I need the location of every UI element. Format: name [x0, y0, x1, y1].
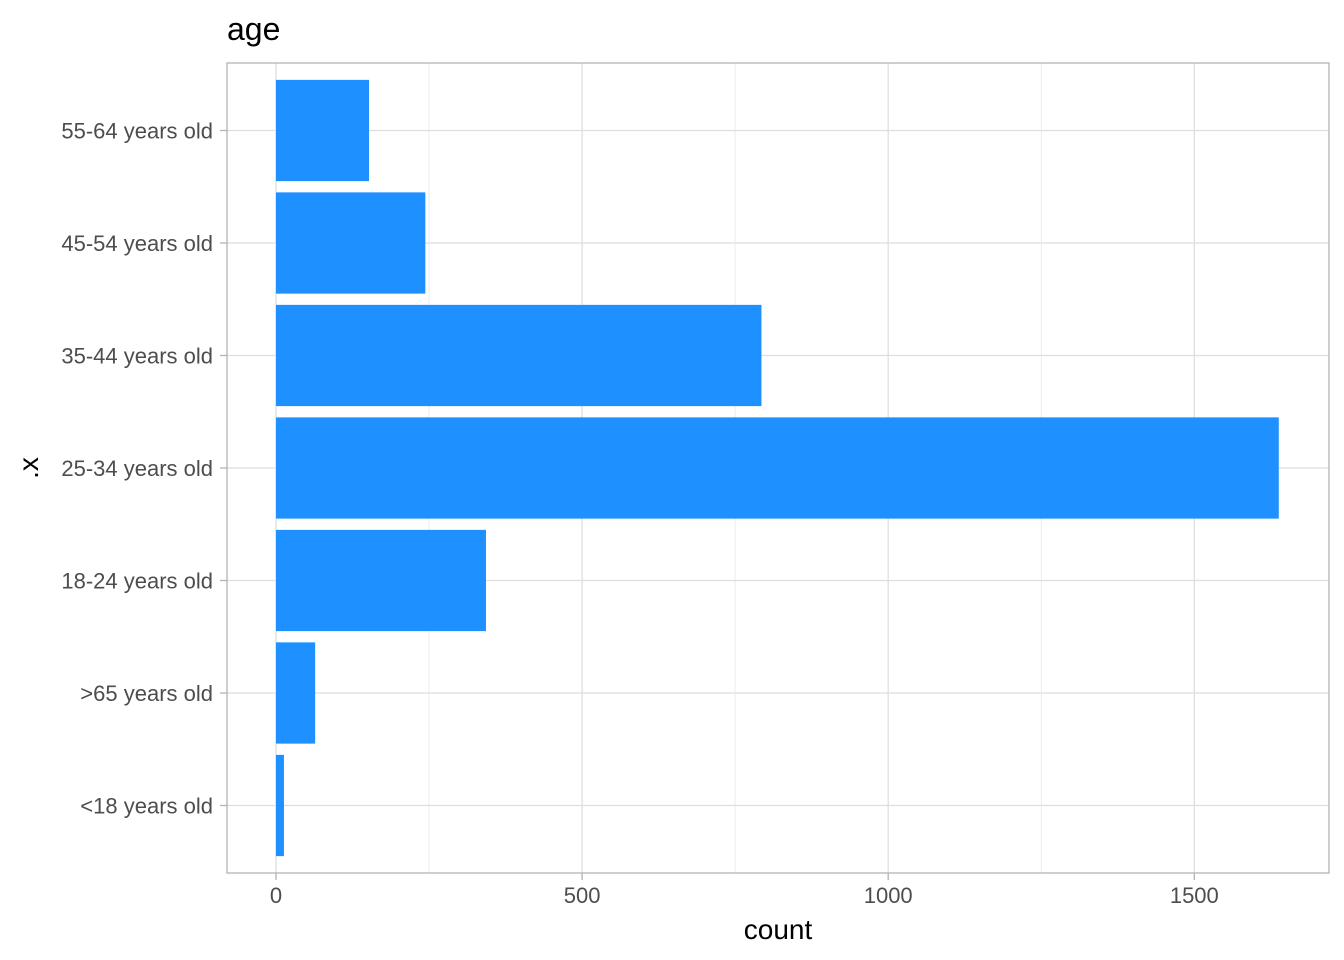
- x-tick-label: 0: [270, 883, 282, 908]
- y-tick-label: 55-64 years old: [61, 119, 213, 144]
- bar: [275, 79, 370, 182]
- bar: [275, 642, 316, 744]
- x-axis-title: count: [744, 914, 813, 945]
- y-tick-label: <18 years old: [80, 794, 213, 819]
- bars: [275, 79, 1279, 857]
- x-axis-ticks: 0 500 1000 1500: [270, 873, 1219, 908]
- chart-title: age: [227, 11, 280, 47]
- bar: [275, 417, 1279, 519]
- y-tick-label: 25-34 years old: [61, 456, 213, 481]
- bar: [275, 192, 426, 294]
- x-tick-label: 500: [564, 883, 601, 908]
- y-tick-label: 45-54 years old: [61, 231, 213, 256]
- bar: [275, 754, 284, 857]
- y-tick-label: 18-24 years old: [61, 569, 213, 594]
- y-tick-label: 35-44 years old: [61, 344, 213, 369]
- bar: [275, 304, 762, 407]
- y-axis-title: .x: [13, 457, 44, 479]
- x-tick-label: 1500: [1170, 883, 1219, 908]
- bar: [275, 529, 486, 632]
- y-axis-ticks: <18 years old >65 years old 18-24 years ol…: [61, 119, 227, 819]
- x-tick-label: 1000: [864, 883, 913, 908]
- y-tick-label: >65 years old: [80, 681, 213, 706]
